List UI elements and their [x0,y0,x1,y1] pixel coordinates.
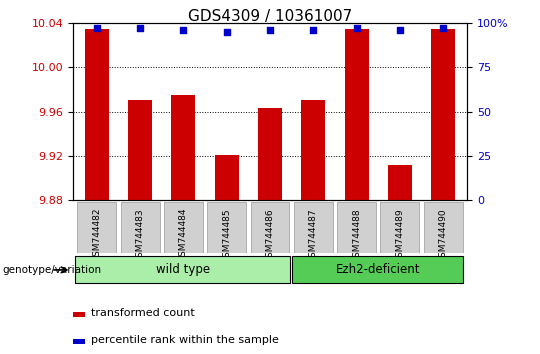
Point [92,25,101,31]
Point [179,27,188,33]
Text: GSM744485: GSM744485 [222,208,231,263]
FancyBboxPatch shape [251,202,289,253]
Bar [215,155,239,200]
Text: GSM744487: GSM744487 [309,208,318,263]
FancyBboxPatch shape [381,202,420,253]
FancyBboxPatch shape [424,202,463,253]
Text: GSM744490: GSM744490 [439,208,448,263]
Bar [172,95,195,200]
Bar [345,29,368,200]
Bar [73,339,85,344]
FancyBboxPatch shape [75,256,290,284]
FancyBboxPatch shape [292,256,463,284]
Point [439,25,448,31]
Point [396,27,404,33]
FancyBboxPatch shape [337,202,376,253]
Point [136,25,144,31]
Text: percentile rank within the sample: percentile rank within the sample [91,335,279,345]
Text: GSM744482: GSM744482 [92,208,101,262]
Bar [73,312,85,317]
Point [266,27,274,33]
Text: GSM744483: GSM744483 [136,208,145,263]
Text: GDS4309 / 10361007: GDS4309 / 10361007 [188,9,352,24]
Bar [258,108,282,200]
Bar [301,101,325,200]
Text: GSM744484: GSM744484 [179,208,188,262]
Text: genotype/variation: genotype/variation [3,265,102,275]
FancyBboxPatch shape [294,202,333,253]
FancyBboxPatch shape [207,202,246,253]
Bar [388,165,412,200]
Text: Ezh2-deficient: Ezh2-deficient [336,263,421,276]
Point [222,29,231,35]
FancyBboxPatch shape [164,202,203,253]
Bar [85,29,109,200]
Bar [431,29,455,200]
Point [309,27,318,33]
Text: GSM744486: GSM744486 [266,208,274,263]
Text: transformed count: transformed count [91,308,194,318]
FancyBboxPatch shape [77,202,116,253]
Text: GSM744488: GSM744488 [352,208,361,263]
Text: GSM744489: GSM744489 [395,208,404,263]
Point [352,25,361,31]
Text: wild type: wild type [156,263,211,276]
Bar [128,101,152,200]
FancyBboxPatch shape [120,202,159,253]
